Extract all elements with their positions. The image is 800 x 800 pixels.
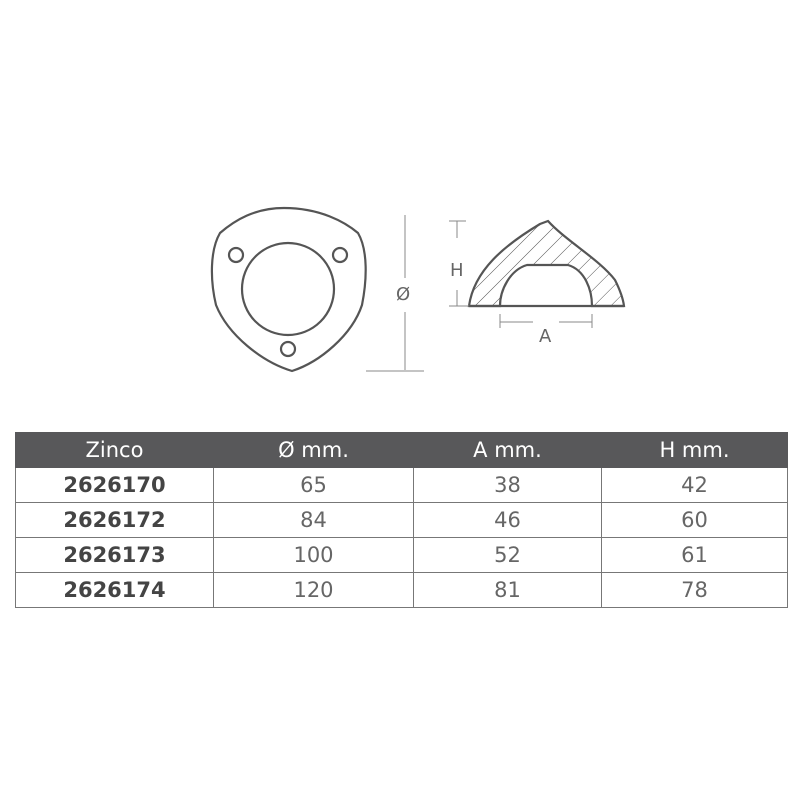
a-value: 81 — [413, 572, 602, 608]
a-value: 46 — [413, 502, 602, 538]
bolt-hole — [331, 246, 349, 264]
section-hatched — [467, 219, 626, 308]
table-row: 2626173 100 52 61 — [15, 537, 788, 573]
height-dimension — [449, 220, 469, 307]
header-h: H mm. — [601, 432, 788, 468]
part-code: 2626174 — [15, 572, 214, 608]
h-value: 42 — [601, 467, 788, 503]
height-label: H — [450, 260, 464, 281]
h-value: 61 — [601, 537, 788, 573]
header-zinco: Zinco — [15, 432, 214, 468]
bolt-hole — [227, 246, 245, 264]
header-a: A mm. — [413, 432, 602, 468]
dimensions-table: Zinco Ø mm. A mm. H mm. 2626170 65 38 42… — [15, 432, 788, 608]
diameter-dimension — [366, 215, 424, 372]
part-code: 2626173 — [15, 537, 214, 573]
a-value: 38 — [413, 467, 602, 503]
center-hole — [240, 241, 336, 337]
width-dimension — [499, 314, 593, 328]
diameter-value: 65 — [213, 467, 414, 503]
side-view — [467, 219, 626, 308]
diameter-value: 100 — [213, 537, 414, 573]
a-value: 52 — [413, 537, 602, 573]
bolt-hole — [279, 340, 297, 358]
table-header-row: Zinco Ø mm. A mm. H mm. — [15, 432, 788, 468]
diameter-value: 84 — [213, 502, 414, 538]
table-row: 2626172 84 46 60 — [15, 502, 788, 538]
header-diameter: Ø mm. — [213, 432, 414, 468]
width-label: A — [539, 326, 552, 347]
anode-outline — [210, 206, 367, 373]
table-row: 2626174 120 81 78 — [15, 572, 788, 608]
diameter-value: 120 — [213, 572, 414, 608]
h-value: 60 — [601, 502, 788, 538]
diameter-label: Ø — [396, 284, 410, 305]
part-code: 2626170 — [15, 467, 214, 503]
table-row: 2626170 65 38 42 — [15, 467, 788, 503]
part-code: 2626172 — [15, 502, 214, 538]
anode-technical-drawing: Ø H A — [210, 206, 626, 373]
front-view — [210, 206, 367, 373]
h-value: 78 — [601, 572, 788, 608]
